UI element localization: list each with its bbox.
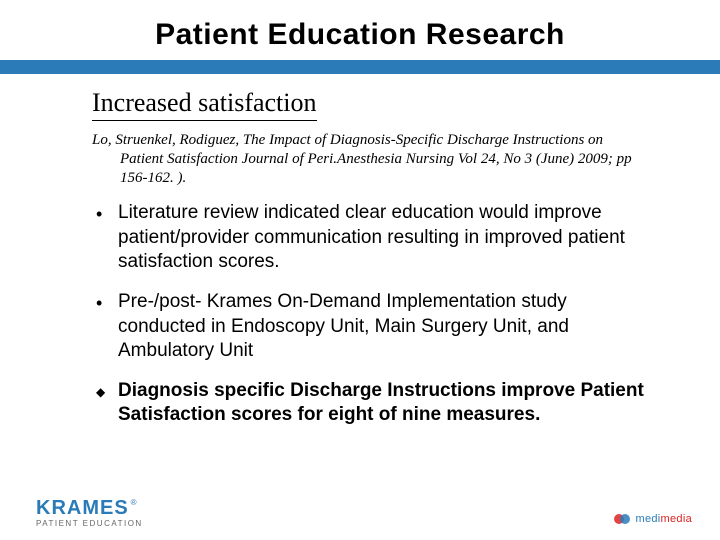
title-area: Patient Education Research (0, 0, 720, 60)
subtitle: Increased satisfaction (92, 88, 317, 121)
medimedia-icon (613, 510, 631, 528)
bullet-marker: ◆ (96, 385, 105, 400)
bullet-item: ◆ Diagnosis specific Discharge Instructi… (92, 379, 650, 428)
separator-bar (0, 60, 720, 74)
medimedia-logo: medimedia (613, 510, 692, 528)
citation: Lo, Struenkel, Rodiguez, The Impact of D… (92, 131, 650, 187)
subtitle-wrap: Increased satisfaction (92, 88, 650, 131)
slide-title: Patient Education Research (40, 18, 680, 52)
bullet-text: Diagnosis specific Discharge Instruction… (118, 380, 644, 425)
bullet-item: • Pre-/post- Krames On-Demand Implementa… (92, 290, 650, 363)
krames-brand-row: KRAMES ® (36, 498, 143, 518)
krames-logo: KRAMES ® PATIENT EDUCATION (36, 498, 143, 528)
content-area: Increased satisfaction Lo, Struenkel, Ro… (0, 74, 720, 428)
bullet-marker: • (96, 292, 102, 315)
citation-text: Lo, Struenkel, Rodiguez, The Impact of D… (92, 131, 650, 187)
medimedia-text: medimedia (635, 513, 692, 525)
bullet-marker: • (96, 203, 102, 226)
bullet-item: • Literature review indicated clear educ… (92, 201, 650, 274)
bullet-text: Literature review indicated clear educat… (118, 202, 625, 272)
krames-wordmark: KRAMES (36, 498, 129, 518)
slide: { "title": "Patient Education Research",… (0, 0, 720, 540)
registered-mark: ® (131, 499, 137, 507)
bullet-list: • Literature review indicated clear educ… (92, 201, 650, 428)
bullet-text: Pre-/post- Krames On-Demand Implementati… (118, 291, 569, 361)
footer: KRAMES ® PATIENT EDUCATION medimedia (0, 488, 720, 528)
krames-subline: PATIENT EDUCATION (36, 520, 143, 528)
